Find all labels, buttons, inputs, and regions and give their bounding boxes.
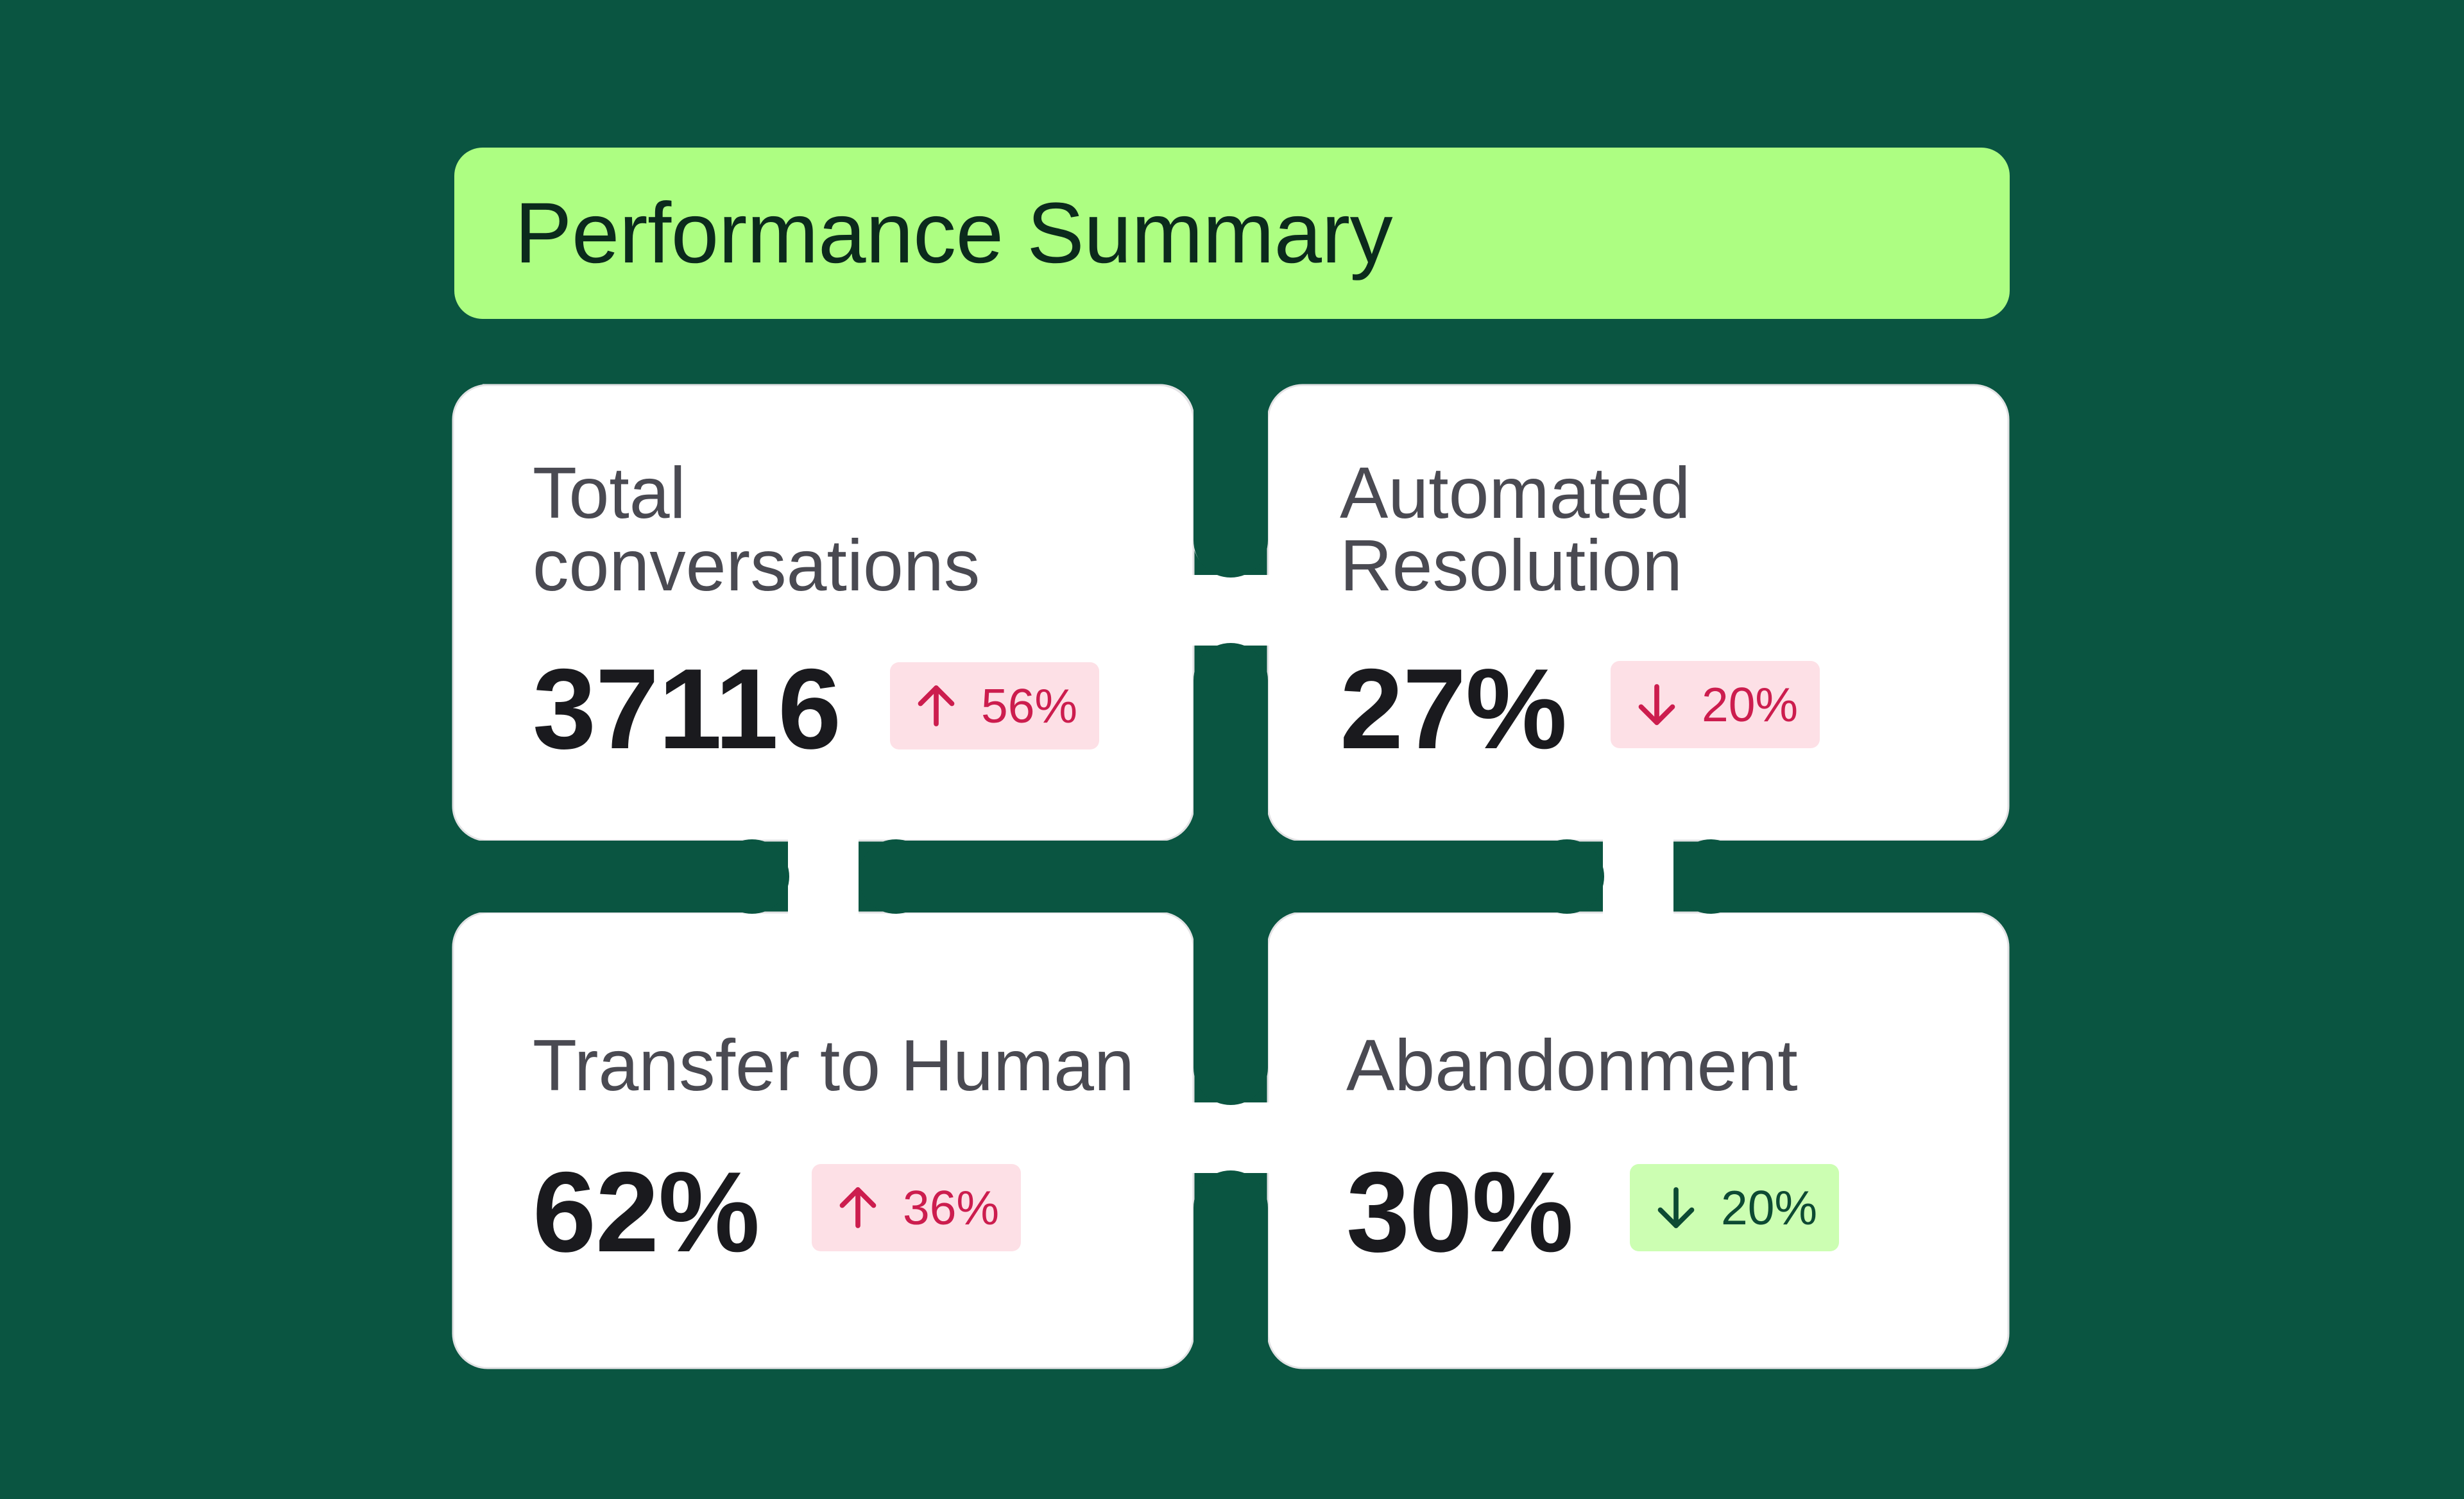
change-badge-automated-resolution: 20% <box>1611 661 1820 748</box>
v-connector-top <box>1187 575 1274 646</box>
change-text-abandonment: 20% <box>1721 1180 1818 1235</box>
card-abandonment <box>1267 911 2010 1369</box>
v-gap-top-lower <box>1194 680 1268 847</box>
change-text-total-conversations: 56% <box>981 678 1078 733</box>
center-gap <box>1194 834 1268 919</box>
card-value-abandonment: 30% <box>1346 1148 1573 1276</box>
card-value-total-conversations: 37116 <box>533 645 841 773</box>
v-gap-bottom-upper <box>1194 906 1268 1068</box>
arrow-up-icon <box>918 685 955 726</box>
v-gap-bottom-lower <box>1194 1208 1268 1375</box>
change-badge-abandonment: 20% <box>1630 1164 1840 1251</box>
h-gap-left-a <box>447 841 752 912</box>
change-badge-total-conversations: 56% <box>890 662 1100 750</box>
card-label-automated-resolution: Automated Resolution <box>1340 452 1691 606</box>
h-gap-right-a <box>1262 841 1567 912</box>
page-title: Performance Summary <box>515 185 1393 281</box>
card-value-transfer-to-human: 62% <box>533 1148 760 1276</box>
performance-summary-header: Performance Summary <box>454 148 2010 319</box>
change-text-automated-resolution: 20% <box>1702 677 1799 732</box>
card-label-total-conversations: Total conversations <box>533 452 980 606</box>
arrow-down-icon <box>1638 684 1675 725</box>
arrow-down-icon <box>1657 1187 1695 1228</box>
change-badge-transfer-to-human: 36% <box>812 1164 1022 1251</box>
h-gap-right-b <box>1711 841 2015 912</box>
card-transfer-to-human <box>452 911 1195 1369</box>
v-gap-top-upper <box>1194 379 1268 540</box>
change-text-transfer-to-human: 36% <box>903 1180 1000 1235</box>
h-connector-right <box>1603 834 1673 919</box>
h-gap-left-b <box>896 841 1200 912</box>
v-connector-bottom <box>1187 1102 1274 1173</box>
card-label-transfer-to-human: Transfer to Human <box>533 1025 1134 1106</box>
card-label-abandonment: Abandonment <box>1346 1025 1798 1106</box>
arrow-up-icon <box>839 1187 877 1228</box>
h-connector-left <box>788 834 859 919</box>
card-value-automated-resolution: 27% <box>1340 645 1567 773</box>
